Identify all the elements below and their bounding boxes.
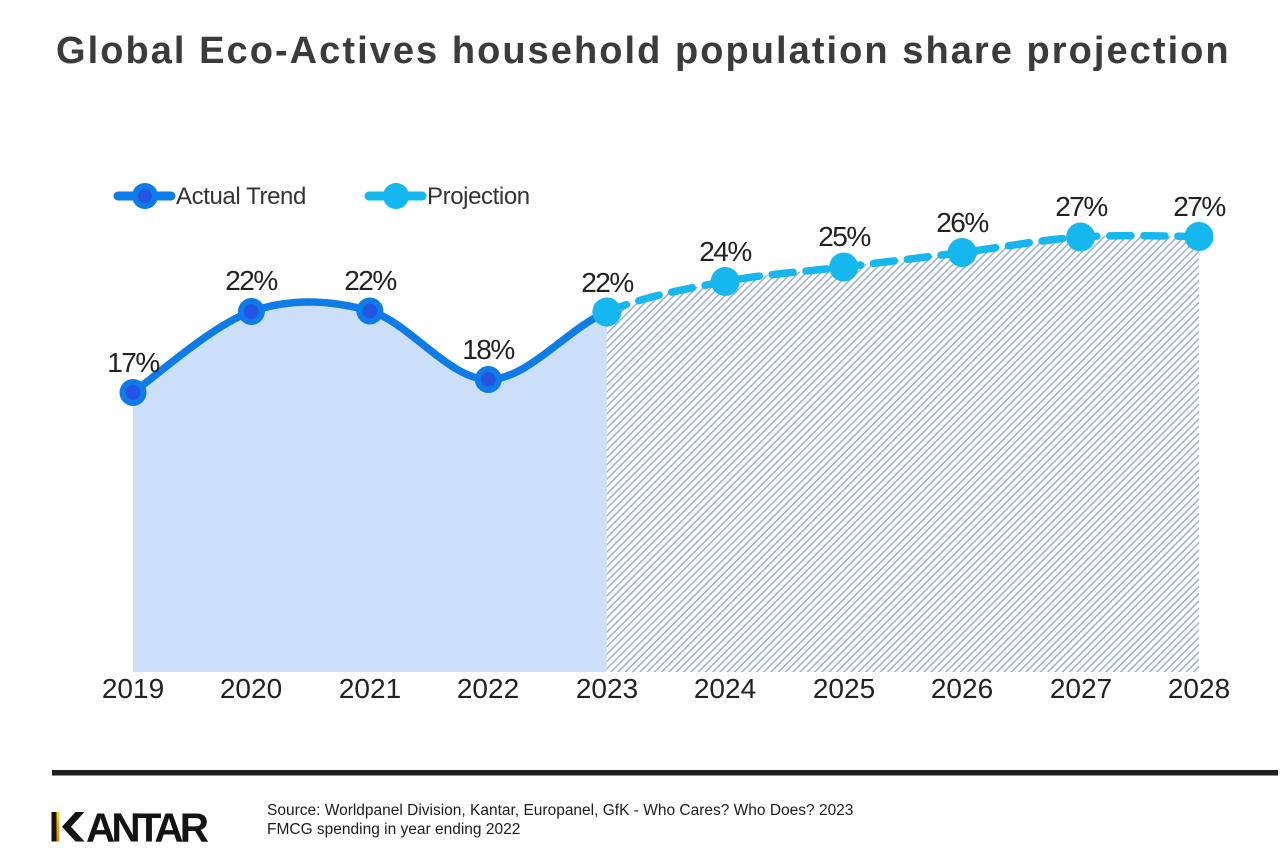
svg-text:ANTAR: ANTAR bbox=[86, 805, 209, 851]
